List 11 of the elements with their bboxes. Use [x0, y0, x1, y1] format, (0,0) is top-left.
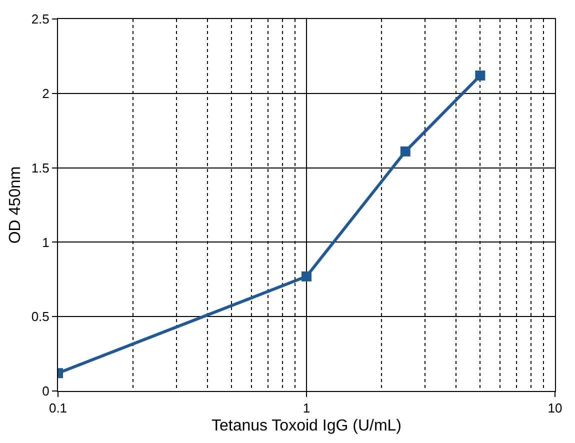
- x-tick-label: 10: [548, 400, 562, 416]
- y-tick-label: 0.5: [31, 309, 50, 324]
- x-tick-label: 1: [302, 400, 310, 416]
- y-tick-label: 1: [42, 234, 50, 250]
- x-tick-label: 0.1: [48, 400, 68, 416]
- y-tick-label: 0: [42, 384, 50, 399]
- y-tick-label: 1.5: [31, 160, 50, 176]
- y-axis-title: OD 450nm: [7, 166, 24, 244]
- y-tick-label: 2.5: [31, 12, 50, 27]
- x-axis-title: Tetanus Toxoid IgG (U/mL): [211, 417, 402, 434]
- y-tick-label: 2: [42, 86, 50, 101]
